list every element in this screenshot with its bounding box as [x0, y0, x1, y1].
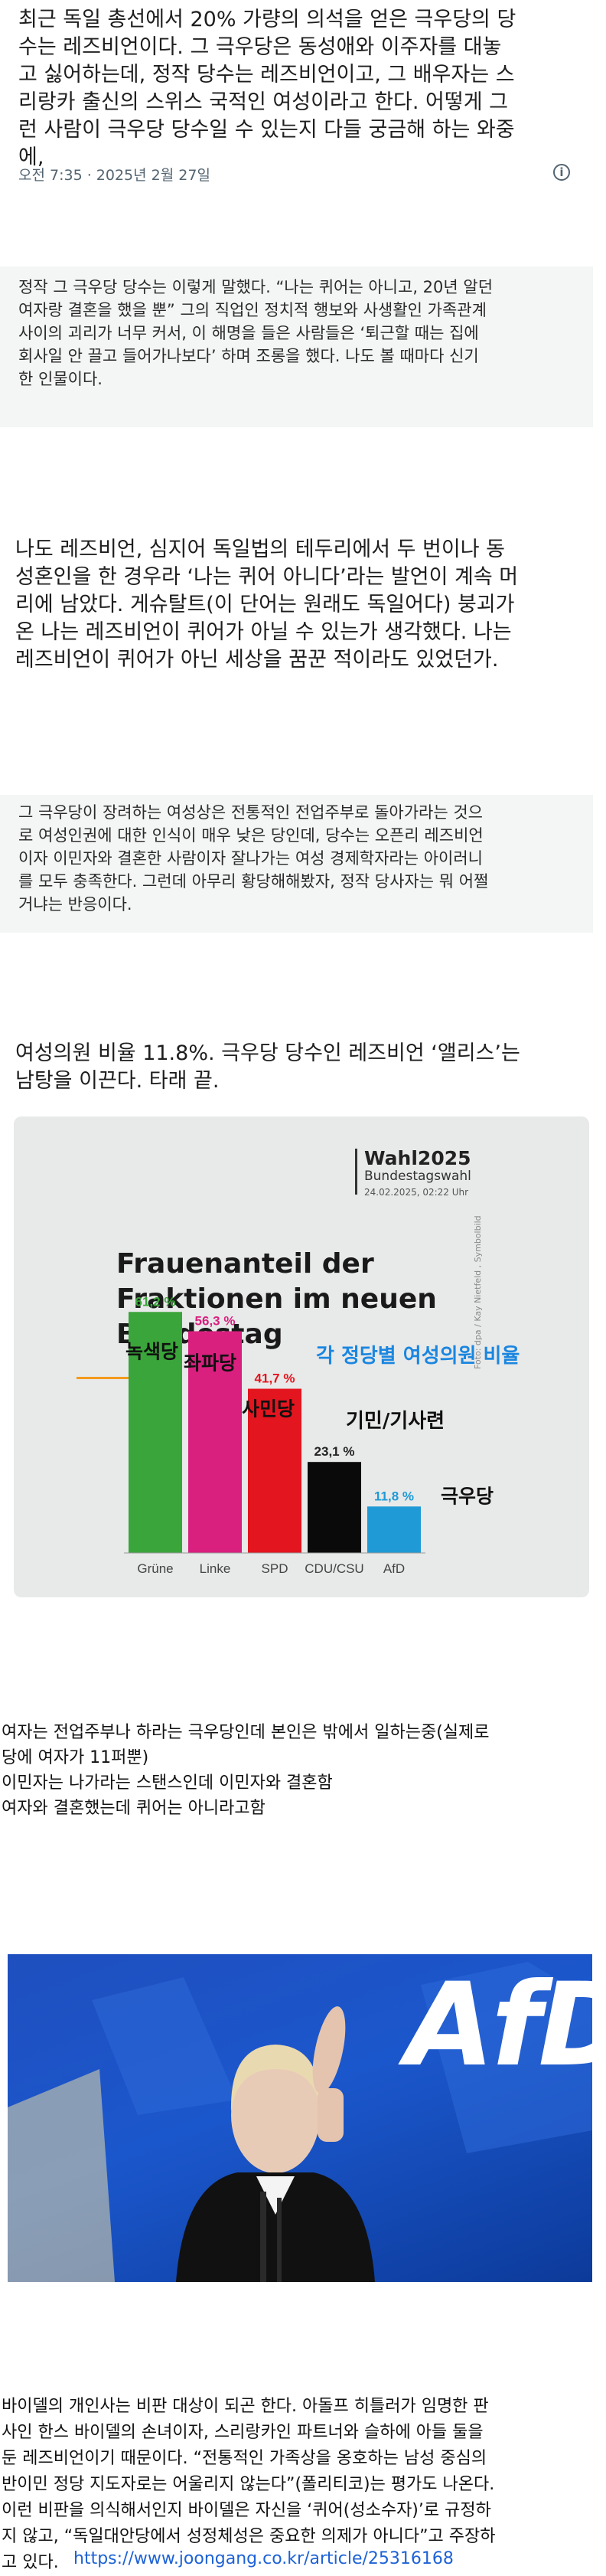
- brand-divider: [355, 1149, 357, 1195]
- bar-afd: [367, 1506, 421, 1553]
- comment-text: 여자는 전업주부나 하라는 극우당인데 본인은 밖에서 일하는중(실제로 당에 …: [2, 1723, 490, 1818]
- bar-cdu-csu: [308, 1462, 361, 1553]
- category-tick-label: AfD: [383, 1561, 405, 1576]
- korean-annotation: 극우당: [441, 1485, 494, 1507]
- korean-annotation: 사민당: [242, 1398, 295, 1420]
- category-tick-label: CDU/CSU: [305, 1561, 363, 1576]
- title-underline-accent: [77, 1377, 136, 1379]
- quote-2-text: 그 극우당이 장려하는 여성상은 전통적인 전업주부로 돌아가라는 것으 로 여…: [18, 803, 489, 914]
- brand-title: Wahl2025: [364, 1147, 471, 1169]
- chart-subtitle-ko: 각 정당별 여성의원 비율: [316, 1345, 520, 1368]
- tweet-3-text: 여성의원 비율 11.8%. 극우당 당수인 레즈비언 ‘앨리스’는 남탕을 이…: [15, 1041, 520, 1093]
- article-link[interactable]: https://www.joongang.co.kr/article/25316…: [73, 2549, 454, 2568]
- quote-box-1: 정작 그 극우당 당수는 이렇게 말했다. “나는 퀴어는 아니고, 20년 알…: [0, 266, 593, 427]
- korean-annotation: 좌파당: [184, 1352, 236, 1374]
- bar-value-label: 61,2 %: [135, 1294, 176, 1309]
- category-tick-label: Linke: [200, 1561, 231, 1576]
- bar-chart: 61,2 % Grüne 녹색당 56,3 % Linke 좌파당 41,7 % SPD 사민당…: [124, 1294, 494, 1576]
- article-text: 바이델의 개인사는 비판 대상이 되곤 한다. 아돌프 히틀러가 임명한 판 사…: [2, 2397, 496, 2572]
- korean-annotation: 녹색당: [125, 1340, 178, 1362]
- photo-scene: [8, 1962, 592, 2282]
- bar-value-label: 11,8 %: [374, 1489, 414, 1503]
- tweet-1-text: 최근 독일 총선에서 20% 가량의 의석을 얻은 극우당의 당 수는 레즈비언…: [18, 8, 516, 169]
- info-icon[interactable]: i: [553, 164, 570, 181]
- speaker-photo: AfD: [8, 1954, 592, 2282]
- quote-1-text: 정작 그 극우당 당수는 이렇게 말했다. “나는 퀴어는 아니고, 20년 알…: [18, 278, 494, 388]
- category-tick-label: Grüne: [137, 1561, 173, 1576]
- category-tick-label: SPD: [262, 1561, 288, 1576]
- chart-card: Wahl2025 Bundestagswahl 24.02.2025, 02:2…: [14, 1116, 589, 1597]
- brand-date: 24.02.2025, 02:22 Uhr: [364, 1187, 469, 1198]
- tweet-2-text: 나도 레즈비언, 심지어 독일법의 테두리에서 두 번이나 동 성혼인을 한 경…: [15, 538, 519, 672]
- brand-subtitle: Bundestagswahl: [364, 1169, 471, 1184]
- bar-value-label: 56,3 %: [195, 1313, 236, 1328]
- afd-logo-text: AfD: [406, 1959, 592, 2092]
- bar-value-label: 41,7 %: [255, 1371, 295, 1386]
- quote-box-2: 그 극우당이 장려하는 여성상은 전통적인 전업주부로 돌아가라는 것으 로 여…: [0, 795, 593, 933]
- korean-annotation: 기민/기사련: [346, 1410, 445, 1433]
- bar-linke: [188, 1331, 242, 1553]
- bar-spd: [248, 1388, 301, 1553]
- bar-gr-ne: [129, 1312, 182, 1553]
- bar-value-label: 23,1 %: [314, 1444, 355, 1459]
- tweet-1-timestamp[interactable]: 오전 7:35 · 2025년 2월 27일: [18, 167, 210, 184]
